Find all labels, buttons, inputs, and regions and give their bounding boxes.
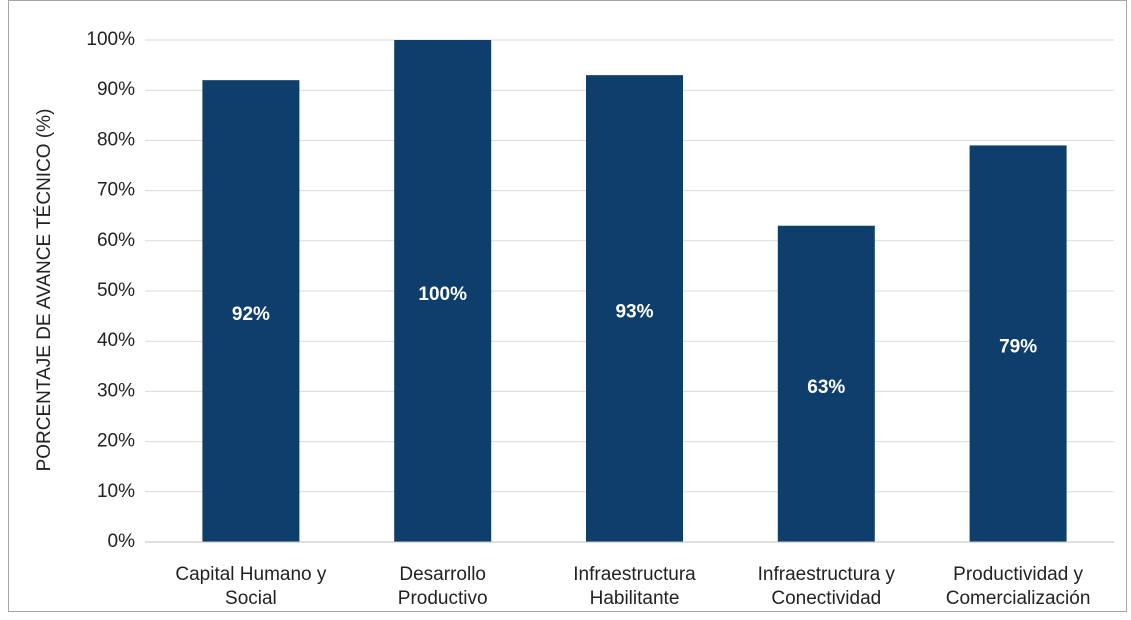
x-tick-label: Capital Humano y Social: [175, 564, 327, 609]
x-tick-label: Infraestructura y Conectividad: [758, 564, 896, 609]
value-label: 93%: [615, 302, 653, 323]
chart-frame: [8, 0, 1127, 612]
y-tick-label: 40%: [97, 330, 135, 351]
y-tick-label: 60%: [97, 230, 135, 251]
y-tick-label: 80%: [97, 129, 135, 150]
value-label: 92%: [232, 304, 270, 325]
x-tick-label: Productividad y Comercialización: [946, 564, 1091, 609]
y-tick-label: 100%: [86, 29, 135, 50]
y-tick-label: 70%: [97, 180, 135, 201]
x-tick-label: Infraestructura Habilitante: [573, 564, 696, 609]
y-tick-label: 0%: [108, 531, 136, 552]
y-tick-label: 20%: [97, 431, 135, 452]
x-tick-label: Desarrollo Productivo: [398, 564, 488, 609]
bar: [394, 40, 492, 542]
bar: [969, 145, 1067, 543]
y-axis-title: PORCENTAJE DE AVANCE TÉCNICO (%): [34, 109, 55, 472]
y-tick-label: 10%: [97, 481, 135, 502]
value-label: 79%: [999, 337, 1037, 358]
bar: [586, 75, 683, 542]
bar: [777, 225, 875, 543]
value-label: 100%: [418, 284, 467, 305]
y-tick-label: 30%: [97, 380, 135, 401]
y-tick-label: 50%: [97, 280, 135, 301]
value-label: 63%: [807, 377, 845, 398]
bar: [202, 80, 300, 542]
y-tick-label: 90%: [97, 79, 135, 100]
